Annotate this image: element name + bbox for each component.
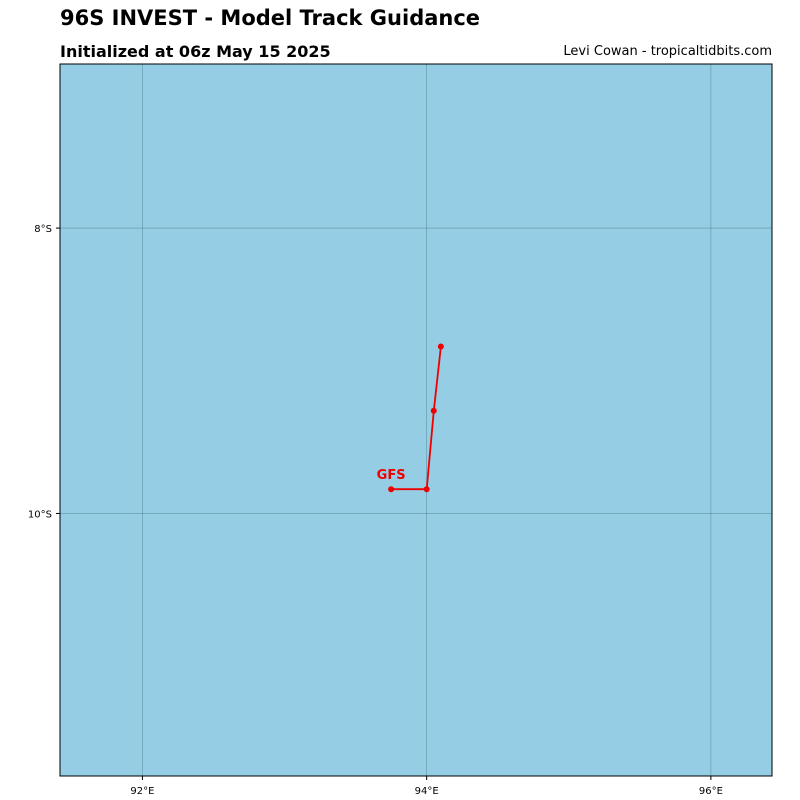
lon-tick-label: 96°E [699, 786, 723, 797]
model-tracks: GFS [377, 343, 444, 493]
lat-tick-label: 10°S [28, 509, 52, 520]
track-gfs: GFS [377, 343, 444, 493]
track-point [423, 486, 430, 493]
ocean-background [60, 64, 772, 776]
track-point [437, 343, 444, 350]
lon-tick-label: 92°E [130, 786, 154, 797]
axis-ticks: 92°E 94°E 96°E 8°S 10°S [28, 224, 723, 797]
track-point [388, 486, 395, 493]
chart-title: 96S INVEST - Model Track Guidance [60, 6, 481, 30]
chart-subtitle: Initialized at 06z May 15 2025 [60, 42, 331, 61]
credit-text: Levi Cowan - tropicaltidbits.com [563, 44, 772, 59]
gridlines [60, 64, 772, 776]
track-label: GFS [377, 468, 406, 483]
map-frame [59, 63, 773, 777]
track-point [430, 407, 437, 414]
track-line [391, 346, 442, 491]
lon-tick-label: 94°E [415, 786, 439, 797]
lat-tick-label: 8°S [34, 224, 52, 235]
